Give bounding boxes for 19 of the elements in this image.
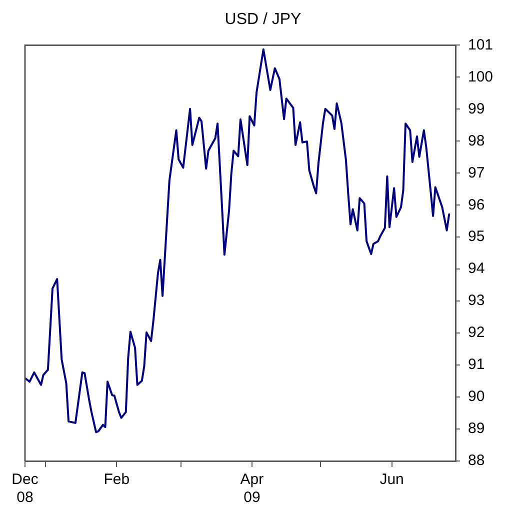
y-tick-label: 88 (468, 452, 485, 470)
x-tick-label: Jun (380, 471, 404, 488)
y-tick-label: 100 (468, 68, 494, 86)
y-tick-label: 95 (468, 228, 485, 246)
x-tick-label: Dec 08 (12, 471, 39, 506)
y-tick-label: 89 (468, 420, 485, 438)
y-tick-label: 92 (468, 324, 485, 342)
y-tick-label: 101 (468, 36, 494, 54)
y-tick-label: 93 (468, 292, 485, 310)
y-tick-label: 97 (468, 164, 485, 182)
chart-title: USD / JPY (224, 11, 302, 28)
y-tick-label: 91 (468, 356, 485, 374)
y-tick-label: 96 (468, 196, 485, 214)
y-tick-label: 90 (468, 388, 485, 406)
y-tick-label: 98 (468, 132, 485, 150)
y-tick-label: 99 (468, 100, 485, 118)
x-tick-label: Apr 09 (240, 471, 264, 506)
x-tick-label: Feb (104, 471, 130, 488)
y-tick-label: 94 (468, 260, 485, 278)
